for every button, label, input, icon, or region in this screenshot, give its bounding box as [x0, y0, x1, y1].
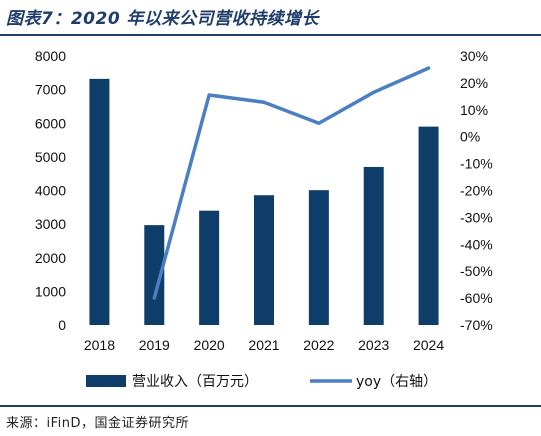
x-tick-label: 2018 — [84, 337, 115, 353]
revenue-bar — [199, 210, 220, 325]
y-tick-label: 5000 — [35, 149, 66, 165]
y-tick-label: 0 — [58, 317, 66, 333]
y-tick-label: 1000 — [35, 283, 66, 299]
revenue-bar — [363, 166, 384, 325]
y2-tick-label: -30% — [460, 209, 493, 225]
y-tick-label: 4000 — [35, 183, 66, 199]
y2-tick-label: 10% — [460, 102, 488, 118]
y-tick-label: 3000 — [35, 216, 66, 232]
x-tick-label: 2023 — [358, 337, 389, 353]
chart-title: 图表7：2020 年以来公司营收持续增长 — [6, 9, 320, 29]
y2-tick-label: 20% — [460, 75, 488, 91]
y-tick-label: 2000 — [35, 250, 66, 266]
y2-tick-label: -10% — [460, 156, 493, 172]
x-tick-label: 2020 — [194, 337, 225, 353]
y-tick-label: 6000 — [35, 115, 66, 131]
x-tick-label: 2019 — [139, 337, 170, 353]
x-tick-label: 2021 — [248, 337, 279, 353]
legend-line-label: yoy（右轴） — [356, 374, 437, 390]
revenue-bar — [144, 225, 165, 325]
revenue-bar — [308, 190, 329, 325]
revenue-bar — [418, 126, 439, 325]
y2-tick-label: -20% — [460, 183, 493, 199]
x-tick-label: 2024 — [413, 337, 444, 353]
y2-tick-label: 0% — [460, 129, 480, 145]
legend-bar-label: 营业收入（百万元） — [132, 374, 258, 390]
y-tick-label: 8000 — [35, 48, 66, 64]
y2-tick-label: -50% — [460, 263, 493, 279]
x-tick-label: 2022 — [303, 337, 334, 353]
legend-bar-swatch — [86, 375, 126, 387]
source-rule — [0, 405, 541, 407]
y2-tick-label: -40% — [460, 236, 493, 252]
revenue-bar — [89, 78, 110, 326]
title-rule — [0, 34, 541, 36]
yoy-line — [152, 66, 431, 300]
chart-canvas: 0 1000 2000 3000 4000 5000 6000 7000 8000 -70% -6… — [35, 48, 493, 390]
y2-tick-label: -70% — [460, 317, 493, 333]
y-tick-label: 7000 — [35, 82, 66, 98]
source-note: 来源：iFinD，国金证券研究所 — [6, 416, 190, 431]
y2-tick-label: 30% — [460, 48, 488, 64]
revenue-bar — [254, 195, 274, 325]
y2-tick-label: -60% — [460, 290, 493, 306]
